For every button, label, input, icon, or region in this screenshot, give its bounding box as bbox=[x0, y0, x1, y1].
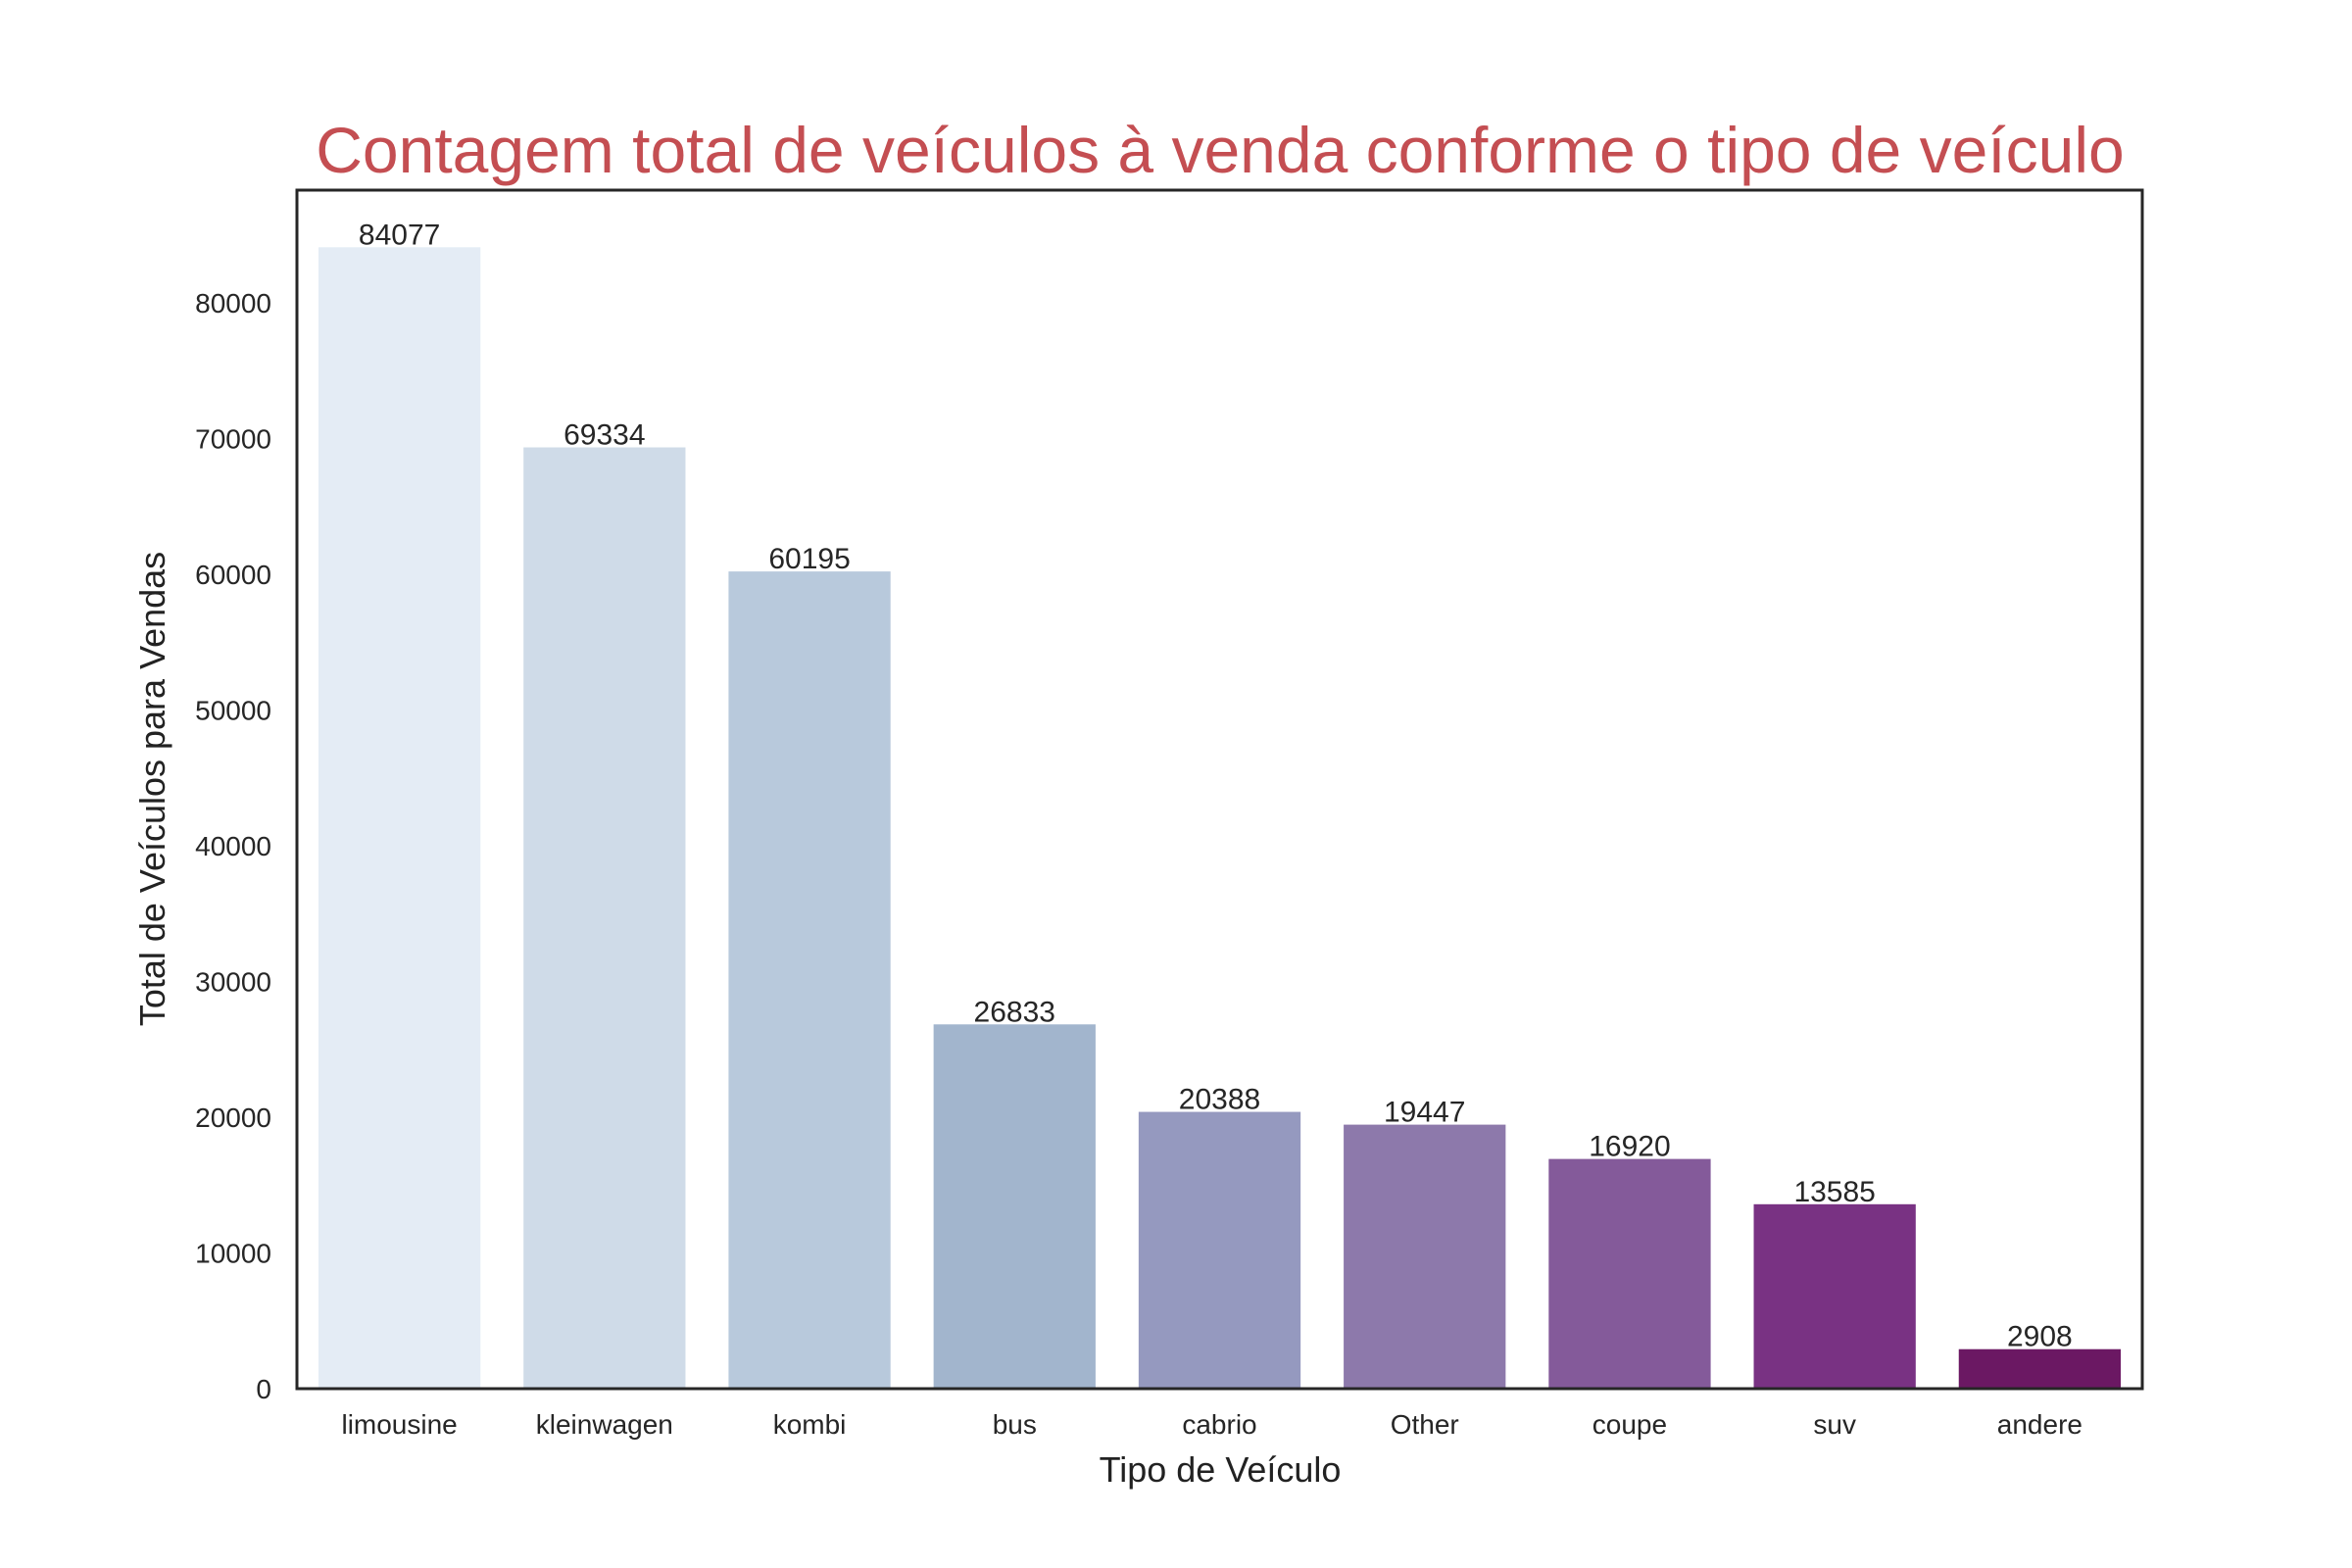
bar-bus bbox=[933, 1024, 1096, 1389]
bars-group bbox=[318, 247, 2122, 1389]
y-tick-label: 30000 bbox=[195, 966, 271, 997]
chart-title: Contagem total de veículos à venda confo… bbox=[316, 114, 2124, 186]
data-label-cabrio: 20388 bbox=[1179, 1084, 1260, 1116]
x-tick-label-andere: andere bbox=[1997, 1409, 2082, 1440]
bar-andere bbox=[1958, 1348, 2122, 1389]
x-tick-label-limousine: limousine bbox=[341, 1409, 457, 1440]
y-tick-label: 40000 bbox=[195, 831, 271, 861]
data-label-coupe: 16920 bbox=[1589, 1131, 1670, 1163]
data-label-bus: 26833 bbox=[974, 996, 1055, 1028]
data-label-other: 19447 bbox=[1384, 1097, 1465, 1129]
plot-frame bbox=[295, 188, 2144, 1391]
bar-kleinwagen bbox=[523, 447, 686, 1389]
x-tick-label-coupe: coupe bbox=[1592, 1409, 1667, 1440]
y-axis-label: Total de Veículos para Vendas bbox=[132, 552, 172, 1026]
x-tick-label-kombi: kombi bbox=[773, 1409, 847, 1440]
bar-suv bbox=[1753, 1203, 1916, 1389]
y-tick-label: 50000 bbox=[195, 695, 271, 725]
data-label-limousine: 84077 bbox=[359, 219, 440, 251]
y-tick-label: 10000 bbox=[195, 1238, 271, 1268]
x-tick-labels: limousine kleinwagen kombi bus cabrio Other co… bbox=[341, 1409, 2082, 1440]
bar-limousine bbox=[318, 247, 481, 1389]
y-tick-label: 60000 bbox=[195, 560, 271, 590]
data-label-suv: 13585 bbox=[1793, 1176, 1875, 1208]
data-label-kombi: 60195 bbox=[768, 543, 850, 575]
y-tick-label: 0 bbox=[256, 1374, 271, 1404]
x-tick-label-cabrio: cabrio bbox=[1182, 1409, 1256, 1440]
x-tick-label-suv: suv bbox=[1813, 1409, 1856, 1440]
bar-kombi bbox=[728, 571, 891, 1389]
bar-coupe bbox=[1548, 1158, 1711, 1389]
y-tick-label: 20000 bbox=[195, 1102, 271, 1133]
x-tick-label-other: Other bbox=[1391, 1409, 1459, 1440]
bar-cabrio bbox=[1138, 1111, 1301, 1389]
x-tick-label-bus: bus bbox=[993, 1409, 1037, 1440]
y-tick-labels: 0 10000 20000 30000 40000 50000 60000 70000 8000… bbox=[195, 288, 271, 1404]
x-tick-label-kleinwagen: kleinwagen bbox=[536, 1409, 673, 1440]
data-label-kleinwagen: 69334 bbox=[564, 419, 645, 452]
data-label-andere: 2908 bbox=[2007, 1321, 2073, 1353]
y-tick-label: 70000 bbox=[195, 423, 271, 454]
data-labels-group: 84077 69334 60195 26833 20388 19447 16920 13585… bbox=[359, 219, 2073, 1352]
bar-other bbox=[1344, 1124, 1506, 1389]
x-axis-label: Tipo de Veículo bbox=[1100, 1449, 1342, 1490]
y-tick-label: 80000 bbox=[195, 288, 271, 318]
